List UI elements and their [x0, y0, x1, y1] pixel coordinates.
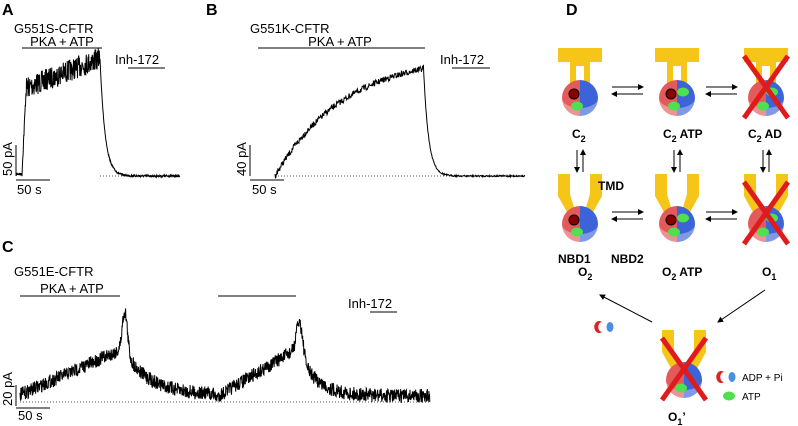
treatment-label: PKA + ATP	[30, 34, 94, 49]
scale-current: 20 pA	[0, 372, 15, 406]
state-name: O	[578, 265, 587, 279]
cross	[741, 180, 791, 246]
panel-label: B	[206, 2, 218, 19]
shade	[562, 224, 598, 242]
current-trace	[15, 48, 181, 179]
state-label: C2 AD	[748, 127, 782, 144]
state-suffix: ATP	[677, 127, 703, 141]
panel-title: G551S-CFTR	[14, 21, 93, 36]
atp	[677, 87, 689, 97]
shade	[562, 98, 598, 116]
cross	[659, 336, 709, 402]
tmd	[662, 330, 706, 370]
state-suffix: AD	[762, 127, 783, 141]
treatment-label: PKA + ATP	[308, 34, 372, 49]
state-label: O1’	[668, 410, 686, 426]
panel-label: D	[566, 2, 578, 19]
tmd	[744, 174, 788, 214]
byproducts	[594, 321, 736, 401]
state-sub: 2	[757, 134, 762, 144]
shade	[666, 380, 702, 398]
state-name: O	[662, 265, 671, 279]
domain-label: NBD2	[611, 252, 644, 266]
domain-label: NBD1	[558, 252, 591, 266]
panel-title: G551E-CFTR	[14, 264, 93, 279]
nbd2	[580, 206, 598, 242]
shade	[748, 224, 784, 242]
state-name: O	[762, 265, 771, 279]
current-trace	[19, 308, 431, 403]
state-label: O1	[762, 265, 776, 282]
arrows	[574, 84, 772, 323]
tmd	[558, 174, 602, 214]
shade	[659, 98, 695, 116]
site	[665, 214, 677, 226]
nbd2	[580, 80, 598, 116]
scale-time: 50 s	[252, 182, 277, 197]
scale-current: 40 pA	[234, 142, 249, 176]
atp	[757, 101, 769, 111]
inhibitor-label: Inh-172	[440, 52, 484, 67]
tmd	[558, 48, 602, 84]
panel-label: A	[2, 2, 14, 19]
atp	[675, 383, 687, 393]
treatment-label: PKA + ATP	[40, 281, 104, 296]
panel-title: G551K-CFTR	[250, 21, 329, 36]
state-label: O2	[578, 265, 592, 282]
inhibitor-label: Inh-172	[348, 296, 392, 311]
atp	[668, 227, 680, 237]
cross	[741, 54, 791, 120]
inhibitor-label: Inh-172	[115, 52, 159, 67]
panel-label: C	[2, 239, 14, 256]
state-name: O	[668, 410, 677, 424]
atp	[757, 227, 769, 237]
current-trace	[274, 64, 526, 179]
state-sub: 1	[771, 272, 776, 282]
state-suffix: ATP	[676, 265, 702, 279]
site	[568, 88, 580, 100]
state-name: C	[748, 127, 757, 141]
state-sub: 2	[587, 272, 592, 282]
state-name: C	[663, 127, 672, 141]
scale-time: 50 s	[18, 408, 43, 423]
shade	[748, 98, 784, 116]
state-suffix: ’	[682, 410, 685, 424]
state-name: C	[572, 127, 581, 141]
tmd	[744, 48, 788, 84]
legend-label: ADP + Pi	[742, 373, 783, 384]
scale-current: 50 pA	[0, 142, 15, 176]
state-sub: 1	[677, 417, 682, 426]
tmd	[655, 174, 699, 214]
atp	[677, 213, 689, 223]
domain-label: TMD	[598, 179, 624, 193]
state-label: C2 ATP	[663, 127, 703, 144]
site	[665, 88, 677, 100]
state-glyphs	[558, 48, 791, 402]
state-sub: 2	[581, 134, 586, 144]
atp	[571, 227, 583, 237]
state-sub: 2	[672, 134, 677, 144]
state-label: O2 ATP	[662, 265, 702, 282]
state-label: C2	[572, 127, 586, 144]
state-sub: 2	[671, 272, 676, 282]
scale-time: 50 s	[17, 182, 42, 197]
shade	[659, 224, 695, 242]
legend-label: ATP	[742, 392, 761, 403]
atp	[668, 101, 680, 111]
tmd	[655, 48, 699, 84]
atp	[571, 101, 583, 111]
site	[568, 214, 580, 226]
